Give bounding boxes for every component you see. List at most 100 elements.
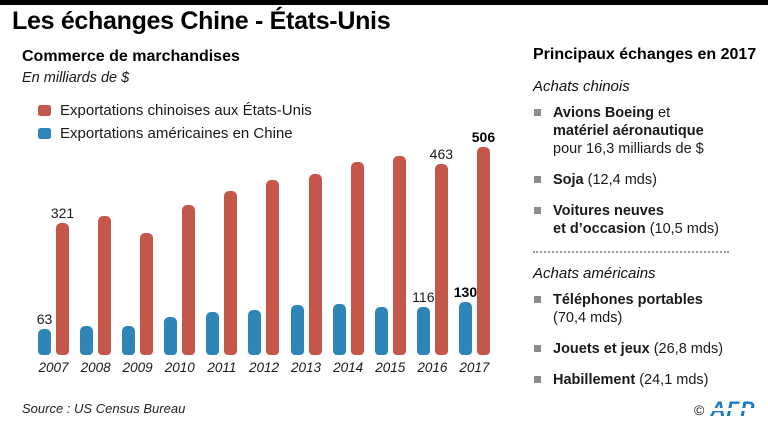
bar-exports-chinoises-2016: 463 [430,146,453,355]
year-group-2012: 2012 [248,145,280,375]
year-label: 2012 [248,360,279,375]
bar-value-label: 63 [36,311,53,328]
bar-exports-americaines-2012 [248,309,262,355]
item-text: Téléphones portables [553,292,703,308]
afp-credit: © AFP [694,398,756,421]
legend-label: Exportations américaines en Chine [60,125,293,142]
bar-value-label: 130 [453,283,478,300]
bars [332,145,364,355]
item-text: Habillement [553,372,636,388]
year-group-2011: 2011 [206,145,238,375]
year-label: 2016 [417,360,448,375]
bar-exports-chinoises-2008 [98,215,112,355]
year-group-2015: 2015 [374,145,406,375]
year-label: 2007 [38,360,69,375]
year-group-2010: 2010 [164,145,196,375]
square-bullet-icon [534,109,541,116]
square-bullet-icon [534,176,541,183]
item-text: Soja [553,172,584,188]
item-text: et [653,105,671,121]
bars [290,145,322,355]
year-group-2016: 116 463 2016 [412,145,453,375]
year-group-2013: 2013 [290,145,322,375]
item-text: Voitures neuves [553,203,664,219]
top-bar [0,0,768,5]
chart-unit-label: En milliards de $ [22,70,130,86]
main-title: Les échanges Chine - États-Unis [12,7,391,35]
bullet-item: Habillement (24,1 mds) [533,371,765,389]
square-bullet-icon [534,376,541,383]
item-text: (12,4 mds) [583,172,657,188]
bullet-item: Avions Boeing et matériel aéronautique pou… [533,104,765,158]
legend-item-exports-americaines: Exportations américaines en Chine [38,122,312,145]
item-text: (10,5 mds) [645,221,720,237]
bars: 130 506 [454,129,495,355]
bars: 63 321 [37,145,74,355]
year-group-2017: 130 506 2017 [454,129,495,375]
year-label: 2009 [122,360,153,375]
bar-value-label: 321 [50,204,75,221]
dotted-divider [533,251,729,253]
chart-heading: Commerce de marchandises [22,48,240,65]
source-note: Source : US Census Bureau [22,401,186,416]
chinese-purchases-list: Avions Boeing et matériel aéronautique pou… [533,104,765,238]
copyright-symbol: © [694,401,705,418]
bar-exports-americaines-2009 [122,326,136,355]
bullet-item: Téléphones portables (70,4 mds) [533,291,765,327]
bars [80,145,112,355]
bar-exports-chinoises-2014 [350,162,364,355]
bar-exports-americaines-2017: 130 [454,284,477,355]
bar-value-label: 506 [471,128,496,145]
item-text: et d’occasion [553,221,646,237]
bars: 116 463 [412,145,453,355]
item-text: Jouets et jeux [553,341,650,357]
year-label: 2011 [207,360,237,375]
item-text: (70,4 mds) [553,310,623,326]
afp-logo: AFP [708,398,756,421]
year-label: 2008 [80,360,111,375]
red-swatch-icon [38,105,51,116]
bullet-item: Jouets et jeux (26,8 mds) [533,340,765,358]
legend-item-exports-chinoises: Exportations chinoises aux États-Unis [38,99,312,122]
bar-exports-americaines-2007: 63 [37,311,52,355]
bars [164,145,196,355]
bar-exports-chinoises-2011 [224,190,238,355]
year-label: 2013 [291,360,322,375]
blue-swatch-icon [38,128,51,139]
section-label-achats-chinois: Achats chinois [533,78,630,95]
bar-exports-chinoises-2013 [308,173,322,355]
bars [248,145,280,355]
chart-legend: Exportations chinoises aux États-Unis Ex… [38,99,312,145]
bar-exports-chinoises-2007: 321 [51,205,74,355]
panel-heading: Principaux échanges en 2017 [533,46,757,63]
bullet-item: Voitures neuves et d’occasion (10,5 mds) [533,202,765,238]
bars [206,145,238,355]
bar-value-label: 116 [412,289,435,306]
year-group-2014: 2014 [332,145,364,375]
bar-exports-chinoises-2017: 506 [472,129,495,355]
legend-label: Exportations chinoises aux États-Unis [60,102,312,119]
highlights-panel: Principaux échanges en 2017 Achats chino… [533,46,765,402]
year-label: 2010 [164,360,195,375]
item-text: pour 16,3 milliards de $ [553,141,704,157]
square-bullet-icon [534,207,541,214]
section-label-achats-americains: Achats américains [533,265,656,282]
item-text: Avions Boeing [553,105,654,121]
square-bullet-icon [534,296,541,303]
bar-exports-americaines-2016: 116 [412,289,435,355]
year-group-2008: 2008 [80,145,112,375]
bars [374,145,406,355]
year-group-2009: 2009 [122,145,154,375]
bar-exports-americaines-2008 [80,326,94,355]
item-text: matériel aéronautique [553,123,704,139]
bar-exports-americaines-2013 [290,304,304,355]
square-bullet-icon [534,345,541,352]
year-label: 2017 [459,360,490,375]
bar-exports-chinoises-2010 [182,204,196,355]
bullet-item: Soja (12,4 mds) [533,171,765,189]
bar-exports-chinoises-2012 [266,179,280,355]
bars [122,145,154,355]
bar-exports-chinoises-2015 [392,156,406,355]
grouped-bar-chart: 63 321 2007 2008 2009 2010 2011 2012 2013 2014 201… [37,129,495,375]
